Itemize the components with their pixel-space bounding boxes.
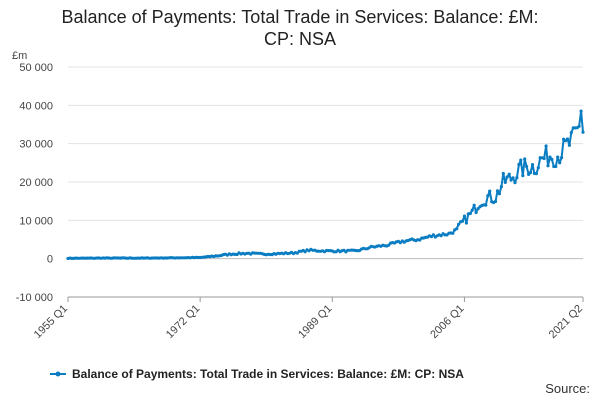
data-point	[509, 178, 513, 182]
data-point	[521, 174, 525, 178]
data-point	[554, 164, 558, 169]
y-tick-label: 10 000	[19, 215, 53, 227]
data-point	[525, 164, 529, 169]
data-point	[528, 171, 533, 175]
legend-label: Balance of Payments: Total Trade in Serv…	[72, 367, 464, 381]
x-tick-label: 2006 Q1	[428, 303, 466, 341]
chart-title-line-1: Balance of Payments: Total Trade in Serv…	[61, 7, 539, 27]
data-point	[511, 176, 515, 180]
data-point	[569, 131, 573, 135]
data-point	[470, 208, 474, 212]
y-tick-label: 50 000	[19, 62, 53, 74]
data-point	[499, 185, 503, 189]
data-point	[546, 164, 550, 168]
data-point	[577, 124, 581, 128]
y-axis: -10 000 0 10 000 20 000 30 000 40 000 50 000£m	[12, 50, 53, 304]
data-point	[507, 172, 511, 176]
data-point	[565, 137, 570, 141]
chart-title-line-2: CP: NSA	[263, 29, 337, 49]
data-point	[515, 176, 519, 180]
data-point	[468, 211, 472, 216]
data-point	[439, 234, 443, 238]
data-point	[530, 163, 535, 167]
data-point	[495, 189, 500, 193]
data-point	[519, 158, 523, 162]
y-axis-label: £m	[12, 50, 27, 62]
data-point	[550, 157, 554, 161]
legend-marker	[55, 371, 61, 377]
data-point	[579, 109, 583, 113]
series-layer	[66, 109, 585, 261]
data-point	[472, 203, 476, 207]
data-point	[295, 251, 299, 255]
chart-title: Balance of Payments: Total Trade in Serv…	[0, 6, 600, 50]
data-point	[462, 214, 467, 218]
data-point	[474, 210, 478, 215]
data-point	[451, 231, 455, 235]
data-point	[544, 144, 548, 148]
data-point	[581, 130, 585, 134]
data-point	[542, 156, 546, 161]
data-point	[503, 180, 507, 184]
data-point	[556, 155, 560, 159]
data-point	[387, 243, 391, 247]
data-point	[501, 171, 505, 176]
data-point	[497, 192, 501, 196]
source-label: Source:	[545, 381, 590, 396]
data-point	[548, 155, 552, 159]
data-point	[488, 189, 492, 193]
x-axis: 1955 Q1 1972 Q1 1989 Q1 2006 Q1 2021 Q2	[32, 296, 585, 341]
data-point	[523, 157, 527, 161]
data-point	[455, 227, 459, 231]
data-point	[457, 222, 461, 226]
y-tick-label: 20 000	[19, 177, 53, 189]
data-point	[486, 194, 490, 198]
x-tick-label: 1972 Q1	[164, 303, 202, 341]
data-point	[534, 172, 539, 176]
data-point	[505, 175, 509, 179]
data-point	[460, 219, 465, 223]
data-point	[560, 156, 564, 160]
data-point	[513, 181, 517, 185]
data-point	[431, 233, 435, 237]
y-tick-label: 0	[47, 254, 53, 266]
data-point	[303, 250, 307, 254]
data-point	[558, 161, 562, 165]
y-tick-label: 40 000	[19, 100, 53, 112]
data-point	[493, 199, 498, 204]
data-point	[536, 166, 540, 170]
legend: Balance of Payments: Total Trade in Serv…	[50, 367, 464, 381]
series-line	[67, 110, 584, 260]
data-point	[484, 203, 488, 207]
x-tick-label: 1955 Q1	[32, 303, 70, 341]
y-tick-label: 30 000	[19, 139, 53, 151]
data-point	[567, 143, 572, 147]
data-point	[464, 221, 468, 225]
x-tick-label: 1989 Q1	[296, 303, 334, 341]
x-tick-label: 2021 Q2	[547, 303, 585, 341]
y-tick-label: -10 000	[16, 292, 53, 304]
data-point	[517, 162, 521, 167]
